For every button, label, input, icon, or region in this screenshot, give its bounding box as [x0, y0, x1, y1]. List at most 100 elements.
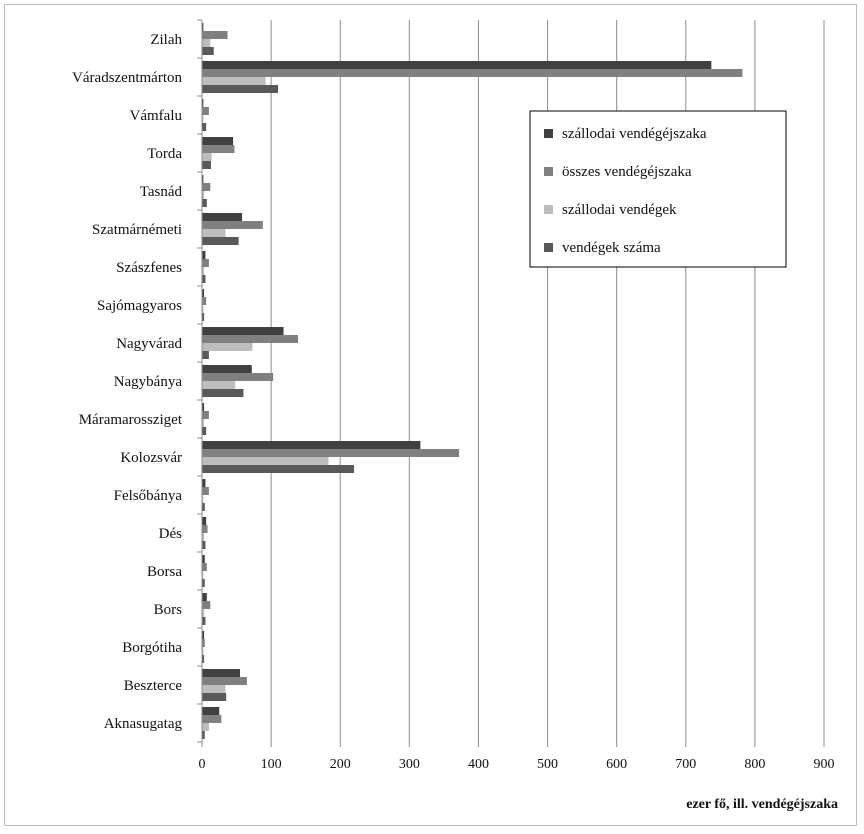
bar	[202, 381, 236, 389]
bar	[202, 31, 228, 39]
category-label: Szászfenes	[116, 260, 182, 276]
bar	[202, 115, 204, 123]
bar	[202, 669, 241, 677]
legend-swatch	[544, 243, 553, 252]
x-tick-label: 800	[744, 757, 765, 772]
bar	[202, 351, 209, 359]
bar	[202, 107, 209, 115]
category-label: Zilah	[150, 32, 182, 48]
bar	[202, 441, 421, 449]
bar	[202, 487, 209, 495]
bar	[202, 533, 205, 541]
bar	[202, 259, 209, 267]
category-label: Szatmárnémeti	[92, 222, 182, 238]
bar	[202, 85, 279, 93]
gridlines	[270, 20, 825, 742]
value-axis: 0 100 200 300 400 500 600 700 800 900	[199, 742, 835, 772]
bar	[202, 609, 205, 617]
bar	[202, 571, 204, 579]
legend-label: vendégek száma	[562, 240, 661, 256]
bar	[202, 145, 235, 153]
bar	[202, 69, 743, 77]
bar	[202, 479, 206, 487]
x-tick-label: 100	[261, 757, 282, 772]
x-tick-label: 300	[399, 757, 420, 772]
bar	[202, 427, 207, 435]
bar	[202, 199, 207, 207]
x-tick-label: 400	[468, 757, 489, 772]
bar	[202, 335, 299, 343]
bar	[202, 631, 205, 639]
bar	[202, 495, 204, 503]
bar	[202, 191, 205, 199]
bar	[202, 267, 205, 275]
x-tick-label: 600	[606, 757, 627, 772]
bar	[202, 343, 253, 351]
bar	[202, 373, 274, 381]
bar	[202, 275, 206, 283]
x-tick-label: 700	[675, 757, 696, 772]
bar	[202, 305, 204, 313]
bar	[202, 221, 263, 229]
category-label: Nagybánya	[114, 374, 183, 390]
bar	[202, 731, 205, 739]
bar	[202, 639, 205, 647]
bar	[202, 525, 208, 533]
bars	[202, 23, 743, 739]
bar	[202, 707, 220, 715]
bar	[202, 175, 204, 183]
bar	[202, 677, 247, 685]
category-label: Tasnád	[140, 184, 183, 200]
bar	[202, 389, 244, 397]
legend-label: szállodai vendégéjszaka	[562, 126, 707, 142]
legend-label: összes vendégéjszaka	[562, 164, 692, 180]
bar	[202, 723, 209, 731]
bar	[202, 715, 222, 723]
category-label: Vámfalu	[130, 108, 183, 124]
bar	[202, 517, 207, 525]
bar	[202, 47, 214, 55]
bar	[202, 229, 226, 237]
bar	[202, 457, 329, 465]
bar	[202, 77, 266, 85]
bar	[202, 419, 205, 427]
category-axis: Zilah Váradszentmárton Vámfalu Torda Tasnád S…	[72, 19, 203, 743]
bar	[202, 647, 204, 655]
bar	[202, 137, 234, 145]
bar	[202, 365, 252, 373]
category-label: Borsa	[147, 564, 182, 580]
x-tick-label: 500	[537, 757, 558, 772]
bar	[202, 555, 205, 563]
bar	[202, 593, 207, 601]
bar	[202, 617, 206, 625]
category-label: Sajómagyaros	[97, 298, 182, 314]
x-tick-label: 0	[199, 757, 206, 772]
bar	[202, 449, 460, 457]
category-label: Bors	[154, 602, 183, 618]
x-tick-label: 200	[330, 757, 351, 772]
category-label: Dés	[159, 526, 182, 542]
bar	[202, 39, 211, 47]
bar	[202, 123, 207, 131]
bar	[202, 289, 205, 297]
bar	[202, 601, 211, 609]
bar	[202, 161, 211, 169]
bar	[202, 693, 227, 701]
bar	[202, 99, 204, 107]
x-tick-label: 900	[814, 757, 835, 772]
bar	[202, 327, 284, 335]
category-label: Borgótiha	[122, 640, 182, 656]
legend-label: szállodai vendégek	[562, 202, 677, 218]
bar	[202, 313, 205, 321]
category-label: Torda	[147, 146, 182, 162]
bar	[202, 213, 243, 221]
x-axis-title: ezer fő, ill. vendégéjszaka	[686, 797, 838, 812]
bar	[202, 655, 205, 663]
category-label: Beszterce	[124, 678, 183, 694]
category-label: Máramarossziget	[79, 412, 183, 428]
legend: szállodai vendégéjszaka összes vendégéjsz…	[529, 110, 787, 268]
legend-swatch	[544, 129, 553, 138]
bar	[202, 465, 355, 473]
category-label: Váradszentmárton	[72, 70, 182, 86]
legend-swatch	[544, 205, 553, 214]
